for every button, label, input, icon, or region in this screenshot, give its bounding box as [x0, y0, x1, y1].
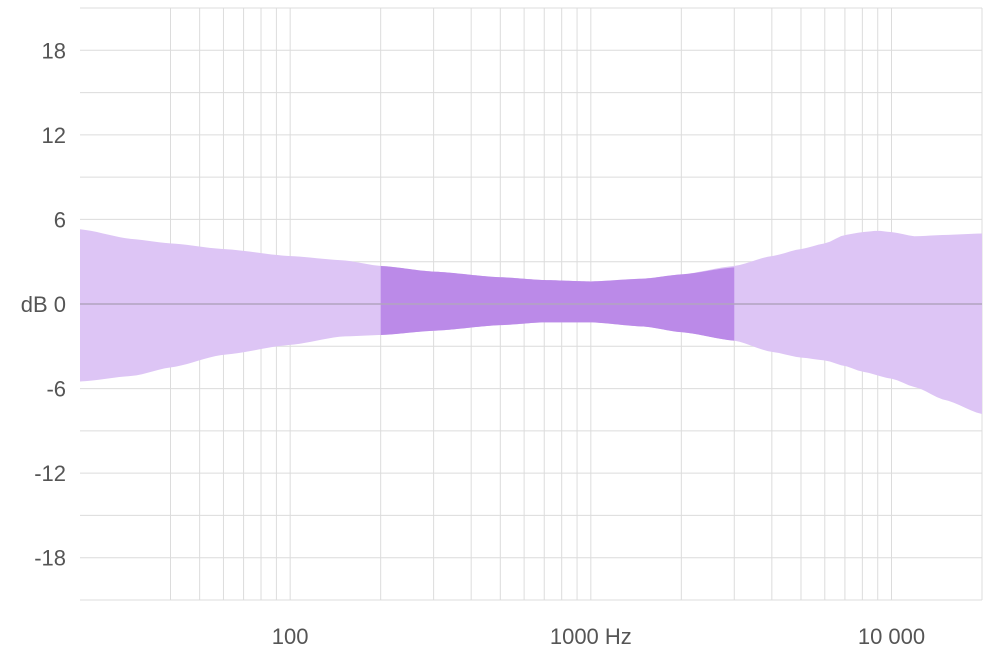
x-tick-label: 1000 Hz — [550, 624, 632, 649]
y-tick-label: dB 0 — [21, 292, 66, 317]
x-tick-label: 10 000 — [858, 624, 925, 649]
y-axis-labels: 18 12 6 dB 0 -6 -12 -18 — [21, 38, 66, 570]
bands — [80, 229, 982, 414]
x-tick-label: 100 — [272, 624, 309, 649]
y-tick-label: -12 — [34, 461, 66, 486]
y-tick-label: 12 — [42, 123, 66, 148]
y-tick-label: -18 — [34, 546, 66, 571]
x-axis-labels: 100 1000 Hz 10 000 — [272, 624, 925, 649]
y-tick-label: -6 — [46, 377, 66, 402]
y-tick-label: 18 — [42, 38, 66, 63]
y-tick-label: 6 — [54, 207, 66, 232]
